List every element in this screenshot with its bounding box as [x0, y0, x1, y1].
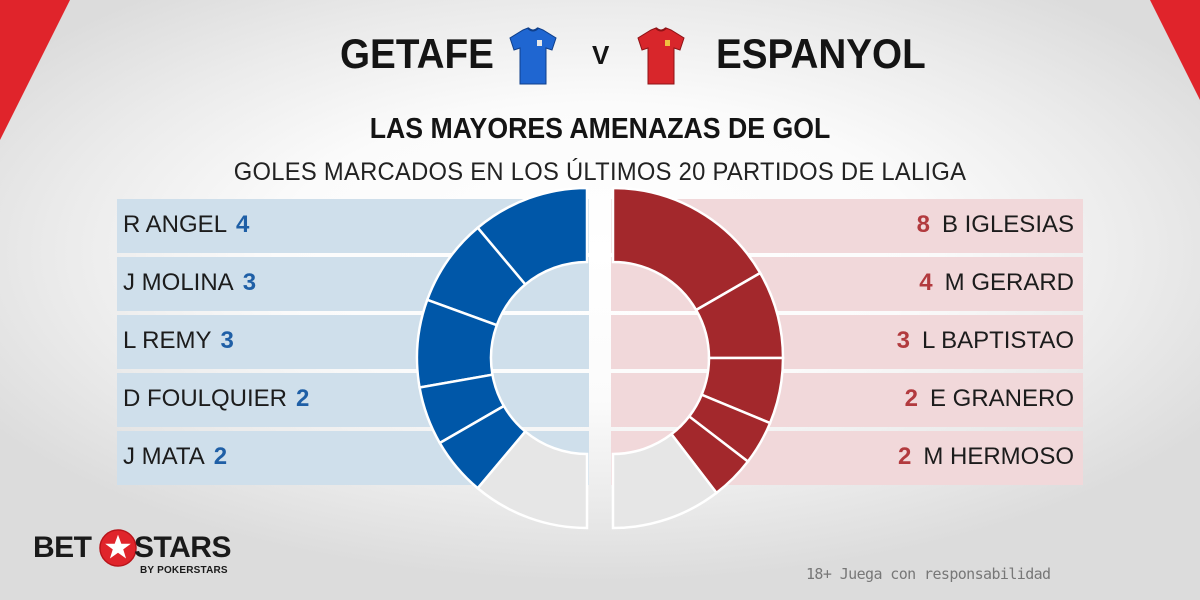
- chart-title: LAS MAYORES AMENAZAS DE GOL: [369, 113, 831, 145]
- scorer-goals: 8: [916, 211, 930, 238]
- scorer-goals: 3: [220, 327, 234, 354]
- scorer-goals: 2: [904, 385, 918, 412]
- scorer-name: B IGLESIAS: [941, 211, 1074, 238]
- scorer-name: E GRANERO: [929, 385, 1074, 412]
- scorer-goals: 2: [897, 443, 912, 470]
- logo-subtitle: BY POKERSTARS: [140, 565, 228, 576]
- scorer-goals: 2: [213, 443, 228, 470]
- donut-slice-others: [611, 432, 719, 530]
- scorer-goals: 3: [896, 327, 910, 354]
- corner-decoration-left: [0, 0, 70, 140]
- scorer-goals: 4: [236, 211, 250, 238]
- home-shirt-icon: [509, 27, 557, 85]
- scorer-name: D FOULQUIER: [123, 385, 288, 412]
- scorer-name: M HERMOSO: [923, 443, 1074, 470]
- scorer-name: L REMY: [123, 327, 212, 354]
- responsible-gambling-notice: 18+ Juega con responsabilidad: [806, 565, 1051, 583]
- scorer-name: R ANGEL: [123, 211, 228, 238]
- away-shirt-icon: [637, 27, 685, 85]
- corner-decoration-right: [1150, 0, 1200, 100]
- chart-subtitle: GOLES MARCADOS EN LOS ÚLTIMOS 20 PARTIDO…: [233, 158, 967, 186]
- logo-stars-text: STARS: [134, 531, 231, 564]
- home-team-name: GETAFE: [340, 30, 494, 77]
- scorer-name: J MATA: [123, 443, 205, 470]
- star-icon: [99, 529, 137, 567]
- donut-slice-others: [475, 429, 589, 530]
- scorer-name: L BAPTISTAO: [921, 327, 1074, 354]
- scorer-row: 3 L BAPTISTAO: [611, 315, 1083, 369]
- scorer-goals: 3: [242, 269, 257, 296]
- scorer-row: L REMY 3: [117, 315, 589, 369]
- scorer-goals: 2: [296, 385, 310, 412]
- scorer-goals: 4: [919, 269, 933, 296]
- logo-bet-text: BET: [33, 531, 92, 564]
- away-team-name: ESPANYOL: [716, 30, 926, 77]
- betstars-logo: BET STARS BY POKERSTARS: [33, 529, 233, 581]
- scorer-name: J MOLINA: [123, 269, 234, 296]
- versus-label: V: [592, 40, 610, 70]
- scorer-name: M GERARD: [944, 269, 1074, 296]
